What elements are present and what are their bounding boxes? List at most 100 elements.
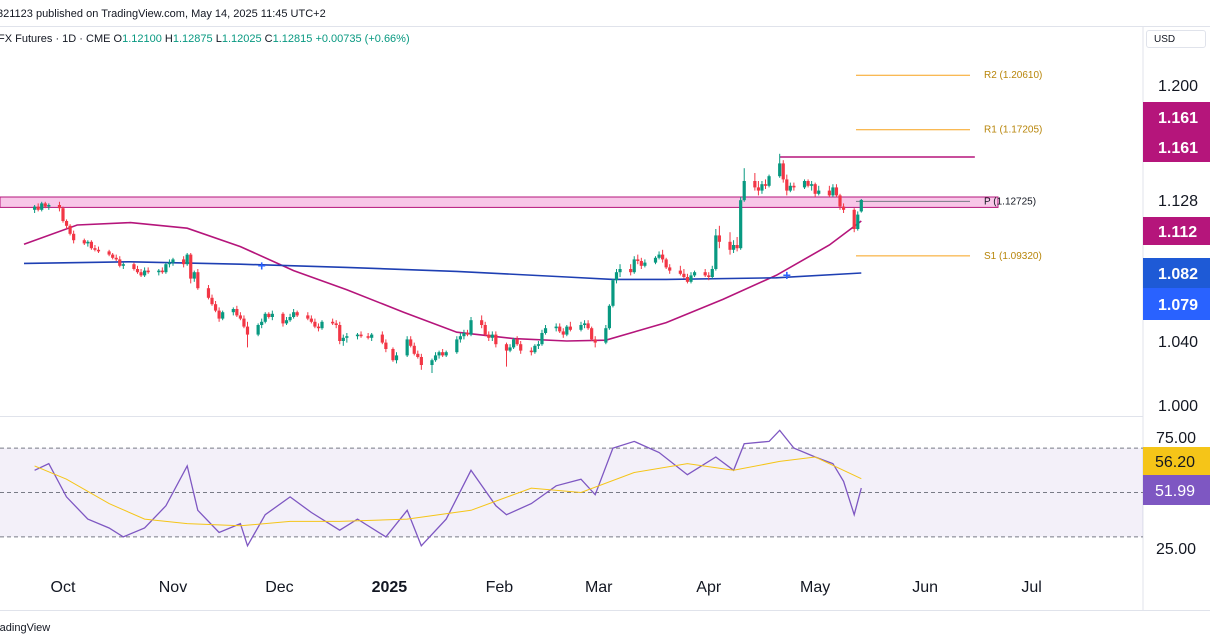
candle-body xyxy=(540,333,544,345)
candle-body xyxy=(213,304,218,311)
candle xyxy=(380,331,384,345)
candle xyxy=(682,269,686,279)
candle xyxy=(43,201,47,209)
candle xyxy=(629,264,633,276)
price-label-bg xyxy=(1143,102,1210,132)
candle xyxy=(859,199,863,213)
candle xyxy=(778,153,782,178)
candle-body xyxy=(458,336,462,340)
x-tick-label: Jun xyxy=(912,579,938,596)
x-tick-label: Dec xyxy=(265,579,293,596)
candle-body xyxy=(629,269,633,273)
candle-body xyxy=(838,195,842,207)
candle xyxy=(483,321,487,337)
candle xyxy=(692,270,697,277)
candle xyxy=(781,160,785,183)
candle-body xyxy=(334,323,338,325)
candle xyxy=(40,201,44,212)
candle xyxy=(96,246,101,253)
rsi-tick-label: 25.00 xyxy=(1156,541,1196,558)
candle-body xyxy=(405,339,409,356)
currency-selector[interactable]: USD xyxy=(1146,30,1206,48)
candle xyxy=(792,182,796,191)
candle-body xyxy=(430,360,434,365)
candle xyxy=(533,344,537,354)
candle xyxy=(263,312,267,324)
rsi-tick-label: 75.00 xyxy=(1156,430,1196,447)
candle-body xyxy=(320,321,324,329)
candle xyxy=(394,352,399,364)
candle-body xyxy=(565,326,569,335)
candle xyxy=(320,320,324,330)
price-label-bg xyxy=(1143,132,1210,162)
candle-body xyxy=(143,270,147,276)
candle xyxy=(164,262,168,274)
candle xyxy=(288,313,292,322)
candle xyxy=(742,168,746,202)
candle xyxy=(433,352,438,362)
price-axis-label: 1.079 xyxy=(1143,288,1210,320)
candle xyxy=(668,264,672,274)
ma-cross-marker: + xyxy=(783,267,791,283)
price-label-text: 1.112 xyxy=(1158,224,1197,241)
candle xyxy=(604,325,608,345)
symbol-name: FX Futures · 1D · CME xyxy=(0,33,111,45)
price-chart[interactable]: R2 (1.20610) R1 (1.17205) P (1.12725) S1 (1… xyxy=(0,0,1210,610)
candle-body xyxy=(465,333,470,335)
candle xyxy=(260,318,264,329)
candle-body xyxy=(558,326,562,332)
candle xyxy=(121,262,125,269)
candle-body xyxy=(561,331,565,335)
candle-body xyxy=(167,262,172,265)
candle-body xyxy=(359,334,363,337)
candle-body xyxy=(827,190,831,196)
fast-ma-line xyxy=(23,220,862,342)
candle xyxy=(611,278,615,308)
candle-body xyxy=(171,259,175,263)
candle xyxy=(57,201,62,212)
x-tick-label: May xyxy=(800,579,830,596)
candle-body xyxy=(735,245,739,249)
candle xyxy=(185,253,189,266)
price-label-bg xyxy=(1143,258,1210,288)
candle-body xyxy=(593,339,597,343)
candle xyxy=(636,254,640,265)
candle-body xyxy=(107,251,111,255)
candle-body xyxy=(717,235,721,242)
candle-body xyxy=(242,318,246,327)
candle xyxy=(114,254,118,261)
candle-body xyxy=(157,270,161,273)
candle-body xyxy=(643,262,647,266)
candle xyxy=(639,257,643,269)
candle xyxy=(529,347,533,356)
candle-body xyxy=(256,325,260,335)
candle-body xyxy=(703,272,707,276)
candle xyxy=(338,321,342,345)
candle-body xyxy=(515,339,519,345)
candle xyxy=(146,267,150,274)
candle xyxy=(206,285,211,300)
candle-body xyxy=(494,334,498,345)
candle xyxy=(437,350,441,359)
candle-body xyxy=(309,318,313,322)
candle-body xyxy=(146,270,150,273)
candle-body xyxy=(682,273,686,277)
candle-body xyxy=(182,259,186,265)
candle xyxy=(441,349,445,357)
footer: radingView xyxy=(0,610,1210,643)
candle xyxy=(444,350,448,357)
candle xyxy=(370,333,374,341)
candle-body xyxy=(139,272,143,276)
candle xyxy=(653,256,658,265)
candle-body xyxy=(341,337,345,341)
candle-body xyxy=(767,176,771,186)
candle xyxy=(334,320,338,329)
candle xyxy=(107,249,111,257)
candle-body xyxy=(582,323,587,325)
candle xyxy=(313,318,317,329)
candle-body xyxy=(288,317,292,321)
candle-body xyxy=(444,352,448,356)
candle-body xyxy=(82,240,86,244)
candle xyxy=(785,174,789,196)
candle xyxy=(384,339,388,353)
